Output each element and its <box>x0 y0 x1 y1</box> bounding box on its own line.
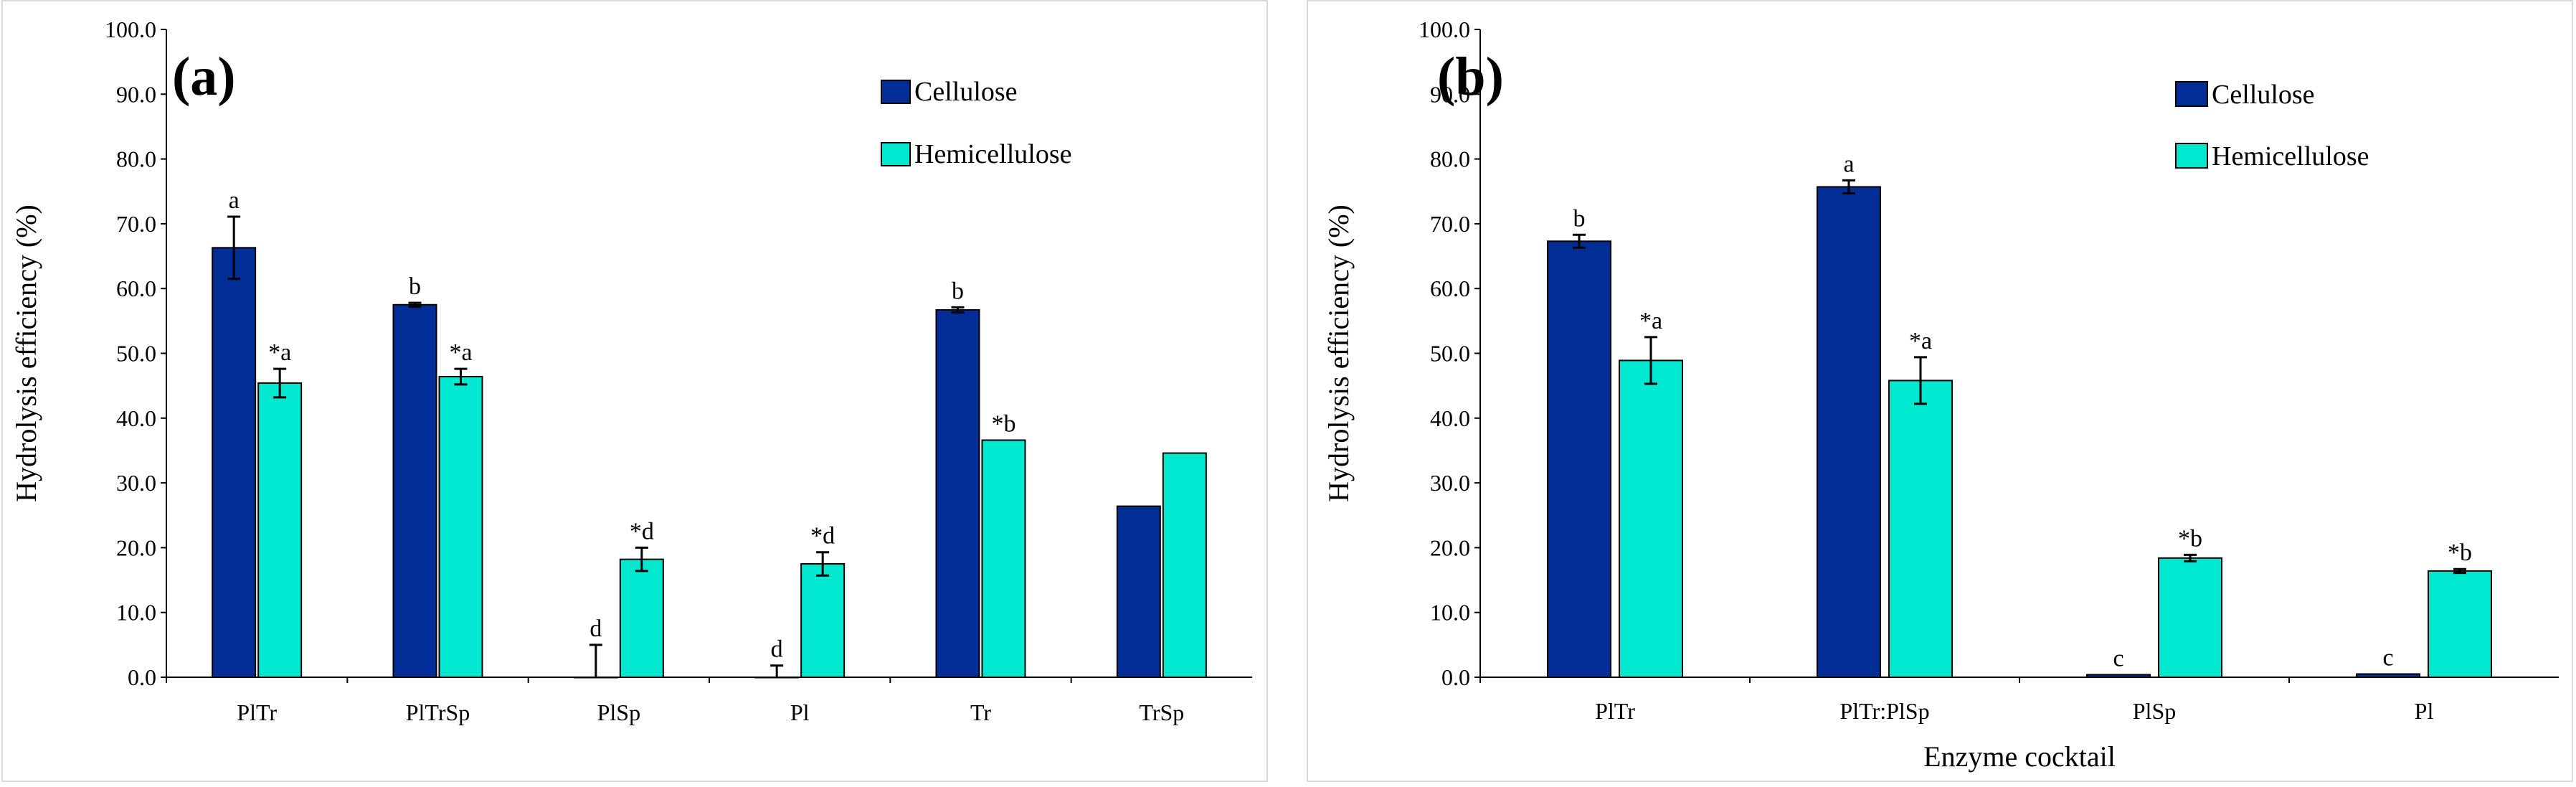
significance-label: *b <box>2448 539 2472 566</box>
chart-a-svg: 0.0 10.0 20.0 30.0 40.0 50.0 60.0 70.0 80.0 90.0 1… <box>10 17 1252 725</box>
significance-label: c <box>2113 645 2123 671</box>
y-tick-label: 80.0 <box>116 146 156 172</box>
bar-cellulose-pltr <box>212 247 257 679</box>
y-tick-label: 10.0 <box>116 600 156 626</box>
significance-label: *a <box>1639 308 1662 334</box>
y-axis-title: Hydrolysis efficiency (%) <box>1322 204 1355 502</box>
legend-label-cellulose: Cellulose <box>2212 80 2315 110</box>
chart-panel-b: 0.0 10.0 20.0 30.0 40.0 50.0 60.0 70.0 80.0 90.0 1… <box>1307 0 2573 782</box>
chart-b-svg: 0.0 10.0 20.0 30.0 40.0 50.0 60.0 70.0 80.0 90.0 1… <box>1322 17 2559 773</box>
legend-label-hemicellulose: Hemicellulose <box>2212 141 2369 171</box>
y-tick-label: 30.0 <box>116 470 156 496</box>
y-tick-label: 80.0 <box>1430 146 1470 172</box>
bar-cellulose-pltrplsp <box>1817 186 1881 678</box>
y-axis-title: Hydrolysis efficiency (%) <box>10 204 42 502</box>
significance-label: d <box>771 636 783 663</box>
significance-label: *b <box>992 411 1016 438</box>
x-tick-label: PlTr <box>237 699 277 725</box>
panel-label: (a) <box>172 47 236 107</box>
bar-hemicellulose-pltr <box>257 382 303 679</box>
significance-label: a <box>229 187 240 214</box>
significance-label: *d <box>810 523 835 550</box>
chart-panel-a: 0.0 10.0 20.0 30.0 40.0 50.0 60.0 70.0 80.0 90.0 1… <box>1 0 1268 782</box>
y-tick-label: 20.0 <box>116 534 156 560</box>
y-tick-label: 40.0 <box>1430 405 1470 431</box>
x-tick-label: Tr <box>970 699 991 725</box>
bar-cellulose-pltr <box>1547 240 1611 678</box>
x-tick-label: TrSp <box>1139 699 1184 725</box>
y-tick-label: 60.0 <box>1430 275 1470 301</box>
x-tick-label: PlSp <box>2133 698 2176 724</box>
x-tick-label: PlTrSp <box>406 699 470 725</box>
bar-hemicellulose-trsp <box>1162 452 1207 678</box>
bar-cellulose-trsp <box>1116 505 1161 678</box>
y-tick-label: 10.0 <box>1430 600 1470 626</box>
x-tick-label: PlTr:PlSp <box>1839 698 1929 724</box>
bar-hemicellulose-pl <box>800 562 846 678</box>
y-tick-label: 100.0 <box>105 17 156 42</box>
y-tick-label: 100.0 <box>1419 17 1470 42</box>
y-tick-label: 0.0 <box>128 664 156 690</box>
legend-swatch-hemicellulose <box>881 142 911 166</box>
x-tick-label: PlSp <box>597 699 640 725</box>
bar-hemicellulose-tr <box>981 439 1026 678</box>
significance-label: *b <box>2178 525 2202 552</box>
legend-label-cellulose: Cellulose <box>914 77 1018 107</box>
significance-label: a <box>1843 151 1854 177</box>
bar-hemicellulose-pltrplsp <box>1888 380 1953 679</box>
significance-label: b <box>409 273 421 300</box>
significance-label: b <box>1573 205 1586 232</box>
y-tick-label: 70.0 <box>116 211 156 237</box>
y-tick-label: 40.0 <box>116 405 156 431</box>
x-tick-label: PlTr <box>1595 698 1635 724</box>
y-tick-label: 90.0 <box>116 81 156 107</box>
legend-label-hemicellulose: Hemicellulose <box>914 139 1071 169</box>
y-tick-label: 70.0 <box>1430 211 1470 237</box>
significance-label: *a <box>1909 328 1932 354</box>
y-tick-label: 50.0 <box>116 341 156 367</box>
significance-label: d <box>589 616 602 642</box>
x-axis-title: Enzyme cocktail <box>1923 740 2116 773</box>
legend-swatch-hemicellulose <box>2175 143 2208 169</box>
panel-label: (b) <box>1437 47 1504 107</box>
legend-swatch-cellulose <box>881 80 911 104</box>
bar-cellulose-pltrsp <box>392 303 437 678</box>
legend-swatch-cellulose <box>2175 81 2208 107</box>
bar-hemicellulose-plsp <box>619 558 664 678</box>
y-tick-label: 20.0 <box>1430 534 1470 560</box>
y-tick-label: 90.0 <box>1430 81 1470 107</box>
bar-hemicellulose-pl <box>2428 570 2492 679</box>
significance-label: b <box>952 278 964 304</box>
y-tick-label: 60.0 <box>116 275 156 301</box>
y-tick-label: 30.0 <box>1430 470 1470 496</box>
significance-label: *a <box>449 339 472 366</box>
y-tick-label: 0.0 <box>1441 664 1470 690</box>
bar-cellulose-tr <box>935 308 980 678</box>
significance-label: *a <box>268 339 291 366</box>
significance-label: c <box>2382 644 2393 671</box>
significance-label: *d <box>630 518 654 545</box>
x-tick-label: Pl <box>790 699 810 725</box>
bar-hemicellulose-pltr <box>1619 359 1683 678</box>
y-tick-label: 50.0 <box>1430 341 1470 367</box>
bar-hemicellulose-plsp <box>2158 557 2222 679</box>
bar-hemicellulose-pltrsp <box>438 376 483 678</box>
x-tick-label: Pl <box>2415 698 2434 724</box>
